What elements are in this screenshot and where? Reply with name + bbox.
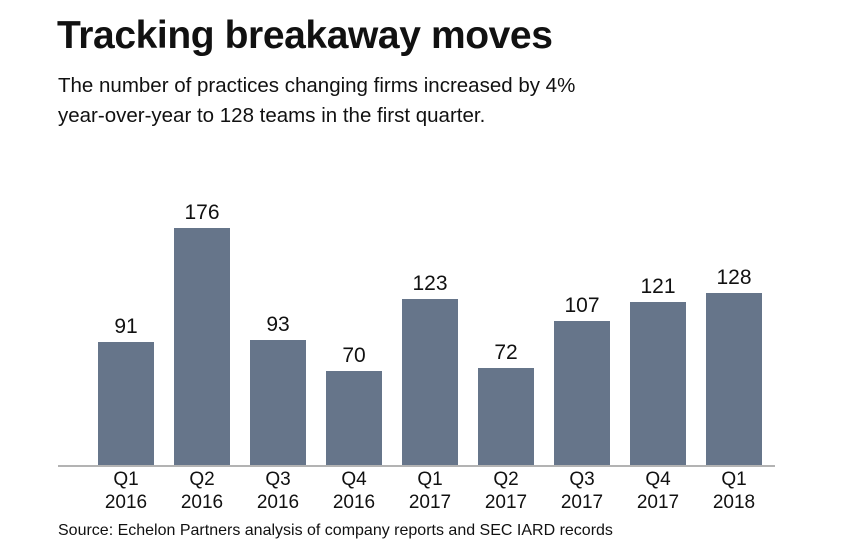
x-tick-year: 2016: [332, 491, 376, 513]
x-tick-label: Q4 2016: [326, 469, 382, 514]
bar-value-label: 93: [266, 313, 290, 336]
x-axis-line: [58, 465, 775, 467]
page-title: Tracking breakaway moves: [57, 14, 553, 57]
bar: [706, 293, 762, 465]
x-tick-quarter: Q1: [721, 469, 747, 490]
bar-value-label: 70: [342, 344, 366, 367]
bar-group: 176: [174, 201, 230, 465]
bar-group: 121: [630, 275, 686, 465]
bar-value-label: 123: [412, 272, 448, 295]
x-axis-labels: Q1 2016 Q2 2016 Q3 2016 Q4 2016 Q1 2017 Q2 2017 Q3 20…: [98, 469, 762, 514]
bar-value-label: 176: [184, 201, 220, 224]
bars-row: 91 176 93 70 123 72 107 121 128: [98, 201, 762, 465]
x-tick-label: Q1 2016: [98, 469, 154, 514]
x-tick-quarter: Q3: [569, 469, 595, 490]
x-tick-label: Q2 2016: [174, 469, 230, 514]
x-tick-quarter: Q2: [189, 469, 215, 490]
bar-group: 93: [250, 313, 306, 465]
bar-group: 70: [326, 344, 382, 465]
x-tick-year: 2016: [104, 491, 148, 513]
x-tick-quarter: Q1: [113, 469, 139, 490]
x-tick-label: Q2 2017: [478, 469, 534, 514]
bar-group: 107: [554, 294, 610, 465]
bar-value-label: 91: [114, 315, 138, 338]
subtitle-line-1: The number of practices changing firms i…: [58, 74, 576, 97]
x-tick-quarter: Q4: [645, 469, 671, 490]
x-tick-label: Q4 2017: [630, 469, 686, 514]
x-tick-quarter: Q2: [493, 469, 519, 490]
bar: [630, 302, 686, 465]
x-tick-label: Q3 2016: [250, 469, 306, 514]
x-tick-quarter: Q4: [341, 469, 367, 490]
bar-value-label: 128: [716, 266, 752, 289]
x-tick-label: Q3 2017: [554, 469, 610, 514]
bar-group: 128: [706, 266, 762, 465]
x-tick-year: 2017: [636, 491, 680, 513]
x-tick-year: 2017: [560, 491, 604, 513]
x-tick-label: Q1 2017: [402, 469, 458, 514]
bar: [98, 342, 154, 465]
bar: [250, 340, 306, 465]
x-tick-year: 2016: [180, 491, 224, 513]
bar-group: 91: [98, 315, 154, 465]
chart-subtitle: The number of practices changing firms i…: [58, 71, 575, 131]
bar: [174, 228, 230, 465]
x-tick-label: Q1 2018: [706, 469, 762, 514]
bar-group: 123: [402, 272, 458, 465]
bar-value-label: 107: [564, 294, 600, 317]
bar: [326, 371, 382, 465]
subtitle-line-2: year-over-year to 128 teams in the first…: [58, 104, 486, 127]
x-tick-year: 2017: [408, 491, 452, 513]
x-tick-year: 2017: [484, 491, 528, 513]
bar-value-label: 121: [640, 275, 676, 298]
bar: [554, 321, 610, 465]
bar: [478, 368, 534, 465]
source-note: Source: Echelon Partners analysis of com…: [58, 522, 613, 539]
x-tick-year: 2016: [256, 491, 300, 513]
bar-value-label: 72: [494, 341, 518, 364]
x-tick-quarter: Q3: [265, 469, 291, 490]
bar: [402, 299, 458, 465]
x-tick-year: 2018: [712, 491, 756, 513]
bar-group: 72: [478, 341, 534, 465]
x-tick-quarter: Q1: [417, 469, 443, 490]
